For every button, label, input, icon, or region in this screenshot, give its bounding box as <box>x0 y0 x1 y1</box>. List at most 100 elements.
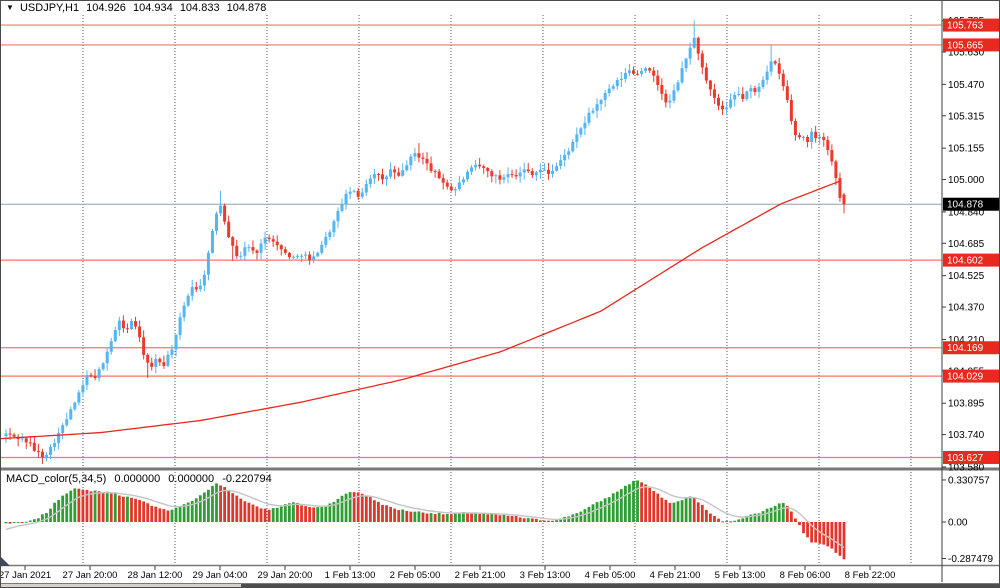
macd-bar <box>717 518 720 522</box>
axis-tick-label: 104.210 <box>948 335 985 346</box>
macd-bar <box>648 487 652 522</box>
macd-bar <box>304 506 307 522</box>
candle-body <box>457 182 461 190</box>
candle <box>129 318 133 330</box>
candle <box>822 132 826 147</box>
macd-bar <box>794 518 797 522</box>
moving-average-line[interactable] <box>1 180 842 440</box>
candle-body <box>733 94 737 100</box>
candle <box>40 448 44 464</box>
macd-bar <box>514 516 518 522</box>
candle-body <box>502 177 506 180</box>
candle-body <box>708 80 712 90</box>
candle <box>838 172 842 202</box>
macd-bar <box>348 492 352 522</box>
candle-body <box>559 160 563 166</box>
macd-bar <box>486 514 490 522</box>
macd-signal-line <box>5 486 845 549</box>
candle <box>810 127 814 149</box>
candle <box>474 159 478 171</box>
candle <box>231 235 235 261</box>
pane-separator[interactable] <box>1 467 1000 471</box>
candle <box>190 279 194 301</box>
candle-body <box>619 78 623 81</box>
macd-bar <box>470 513 473 522</box>
candle-body <box>712 89 716 98</box>
candle <box>510 169 514 178</box>
candle <box>239 251 243 260</box>
macd-bar <box>798 522 801 526</box>
candle-body <box>611 86 615 89</box>
candle <box>579 126 583 138</box>
candle <box>251 240 255 254</box>
candle-body <box>166 354 170 366</box>
macd-bar <box>462 512 465 522</box>
candle <box>684 57 688 72</box>
candle <box>664 89 668 108</box>
candle <box>174 333 178 357</box>
macd-bar <box>352 492 356 522</box>
macd-bar <box>789 511 793 522</box>
candle-body <box>822 136 826 141</box>
time-axis-label: 4 Feb 21:00 <box>650 570 701 581</box>
macd-bar <box>761 511 765 522</box>
candle <box>834 159 838 186</box>
candle <box>793 118 797 141</box>
macd-bar <box>822 522 826 545</box>
macd-bar <box>777 503 781 522</box>
candle-body <box>405 165 409 171</box>
candle <box>773 59 777 66</box>
macd-bar <box>292 502 295 522</box>
macd-bar <box>219 485 222 522</box>
macd-bar <box>146 503 150 522</box>
macd-bar <box>547 520 550 522</box>
candle-body <box>474 164 478 168</box>
macd-bar <box>696 502 700 522</box>
candle <box>109 337 113 355</box>
candle-body <box>304 254 308 256</box>
candle <box>656 69 660 91</box>
macd-bar <box>733 520 737 522</box>
macd-bar <box>247 502 251 522</box>
horizontal-scrollbar[interactable] <box>1 583 999 587</box>
candle-body <box>571 141 575 152</box>
macd-bar <box>170 509 174 522</box>
candle <box>676 79 680 93</box>
candle-body <box>721 105 725 110</box>
candle-body <box>186 295 190 306</box>
candle <box>227 215 231 239</box>
pane-resize-wedge[interactable] <box>1 557 10 566</box>
candle <box>688 42 692 65</box>
candle-body <box>105 351 109 364</box>
macd-bar <box>251 504 255 522</box>
candle <box>304 251 308 260</box>
scrollbar-thumb[interactable] <box>241 584 999 587</box>
macd-bar <box>211 485 214 522</box>
candle <box>69 406 73 421</box>
candle-body <box>599 99 603 105</box>
candle-body <box>198 285 202 290</box>
candle <box>409 154 413 171</box>
macd-bar <box>215 483 218 522</box>
macd-bar <box>162 509 166 522</box>
candle <box>308 251 312 265</box>
candle-body <box>328 232 332 237</box>
macd-bar <box>227 490 231 522</box>
candle-body <box>696 37 700 54</box>
candle-body <box>194 287 198 290</box>
macd-bar <box>498 515 502 522</box>
candle-body <box>704 67 708 81</box>
candle <box>749 84 753 99</box>
macd-bar <box>324 506 328 522</box>
macd-bar <box>583 509 587 522</box>
candle <box>372 168 376 185</box>
chart-dropdown-icon[interactable]: ▼ <box>6 3 14 12</box>
candle <box>182 301 186 322</box>
candle <box>619 72 623 87</box>
time-axis-label: 27 Jan 20:00 <box>63 570 118 581</box>
macd-bar <box>409 511 413 522</box>
candle-body <box>789 99 793 122</box>
macd-bar <box>271 508 275 522</box>
candle <box>806 135 810 148</box>
candle <box>672 84 676 104</box>
